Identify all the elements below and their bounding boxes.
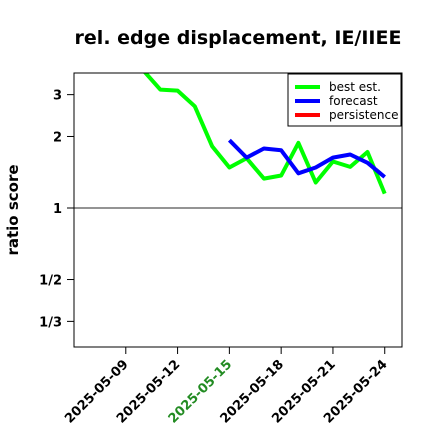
y-tick-label: 3 — [53, 89, 62, 104]
plot-border — [73, 72, 403, 348]
y-tick-label: 2 — [53, 130, 62, 145]
y-tick-label: 1 — [53, 202, 62, 217]
y-axis-label: ratio score — [4, 164, 22, 255]
plot-area: 1/31/21232025-05-092025-05-122025-05-152… — [39, 72, 403, 427]
chart-title: rel. edge displacement, IE/IIEE — [75, 27, 402, 49]
y-tick-label: 1/3 — [39, 315, 62, 330]
legend-label: best est. — [329, 80, 381, 94]
series-line-best-est- — [142, 73, 387, 195]
series-line-forecast — [227, 138, 386, 179]
y-tick-label: 1/2 — [39, 274, 62, 289]
legend-label: persistence — [329, 108, 398, 122]
legend-label: forecast — [329, 94, 378, 108]
